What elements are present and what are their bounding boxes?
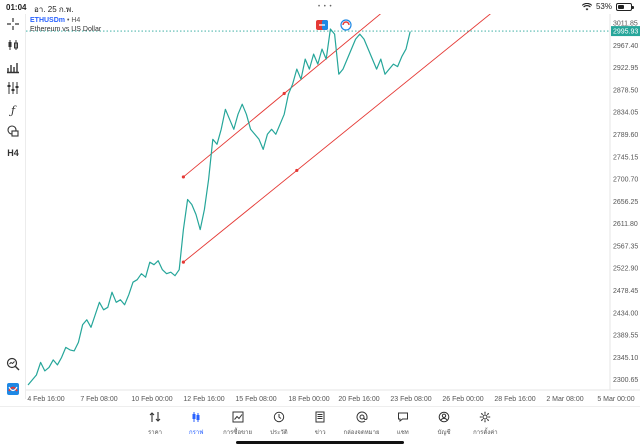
candles-icon[interactable] <box>4 37 22 53</box>
zoom-icon[interactable] <box>4 356 22 372</box>
timeframe-h4[interactable]: H4 <box>7 148 19 158</box>
nav-label: บัญชี <box>437 430 451 436</box>
chart-area[interactable]: 3011.85 2967.40 2922.95 2878.50 2834.05 2789.… <box>26 14 640 406</box>
nav-label: กล่องจดหมาย <box>343 430 380 436</box>
y-tick-label: 2345.10 <box>613 355 638 362</box>
bars-icon[interactable] <box>4 59 22 75</box>
nav-label: ประวัติ <box>270 430 288 436</box>
buy-sell-icon[interactable] <box>316 20 328 30</box>
trade-marker-icon[interactable] <box>340 19 352 31</box>
nav-item-chat[interactable]: แชท <box>383 410 423 437</box>
drawing-toolbar: ƒ H4 <box>0 14 26 399</box>
nav-item-mailbox[interactable]: กล่องจดหมาย <box>342 410 382 437</box>
x-tick-label: 20 Feb 16:00 <box>338 396 379 403</box>
nav-label: การซื้อขาย <box>223 430 253 436</box>
y-tick-label: 2789.60 <box>613 132 638 139</box>
nav-label: การตั้งค่า <box>473 430 498 436</box>
x-tick-label: 2 Mar 08:00 <box>546 396 583 403</box>
status-bar: 01:04 อา. 25 ก.พ. • • • 53% <box>0 0 640 14</box>
y-tick-label: 2567.35 <box>613 243 638 250</box>
nav-item-chart[interactable]: กราฟ <box>176 410 216 437</box>
current-price-badge <box>611 26 640 37</box>
home-indicator[interactable] <box>236 441 404 444</box>
price-series-line <box>27 28 411 386</box>
y-tick-label: 2434.00 <box>613 310 638 317</box>
channel-lower-line <box>183 14 491 263</box>
y-tick-label: 3011.85 <box>613 21 638 28</box>
y-tick-label: 2478.45 <box>613 288 638 295</box>
settings-icon <box>465 410 505 424</box>
history-icon <box>259 410 299 424</box>
x-tick-label: 18 Feb 00:00 <box>288 396 329 403</box>
y-tick-label: 2834.05 <box>613 110 638 117</box>
header-separator: • <box>65 17 72 24</box>
status-time: 01:04 <box>6 3 27 12</box>
current-price-label: 2995.93 <box>613 29 638 36</box>
y-tick-label: 2878.50 <box>613 87 638 94</box>
y-tick-label: 2967.40 <box>613 43 638 50</box>
y-tick-label: 2745.15 <box>613 154 638 161</box>
nav-item-account[interactable]: บัญชี <box>424 410 464 437</box>
chart-icon <box>176 410 216 424</box>
nav-item-quotes[interactable]: ราคา <box>135 410 175 437</box>
x-tick-label: 28 Feb 16:00 <box>494 396 535 403</box>
shapes-icon[interactable] <box>4 123 22 139</box>
symbol-description: Ethereum vs US Dollar <box>30 26 102 33</box>
x-tick-label: 12 Feb 16:00 <box>183 396 224 403</box>
channel-upper-line <box>183 14 382 178</box>
function-icon[interactable]: ƒ <box>10 103 16 117</box>
x-tick-label: 26 Feb 00:00 <box>442 396 483 403</box>
bottom-navigation: ราคา กราฟ การซื้อขาย ประวัติ ข่าว กล่องจดหมาย… <box>0 406 640 447</box>
crosshair-icon[interactable] <box>4 16 22 32</box>
channel-upper-line-anchor <box>181 175 185 179</box>
logo-icon[interactable] <box>4 381 22 397</box>
news-icon <box>300 410 340 424</box>
channel-upper-mid-anchor <box>282 91 286 96</box>
x-tick-label: 10 Feb 00:00 <box>131 396 172 403</box>
nav-item-settings[interactable]: การตั้งค่า <box>465 410 505 437</box>
nav-item-news[interactable]: ข่าว <box>300 410 340 437</box>
channel-lower-line-anchor <box>181 260 185 264</box>
quotes-icon <box>135 410 175 424</box>
chat-icon <box>383 410 423 424</box>
y-tick-label: 2700.70 <box>613 177 638 184</box>
y-tick-label: 2656.25 <box>613 199 638 206</box>
mailbox-icon <box>342 410 382 424</box>
y-tick-label: 2922.95 <box>613 65 638 72</box>
y-tick-label: 2389.55 <box>613 333 638 340</box>
nav-label: ราคา <box>148 430 162 436</box>
nav-label: ข่าว <box>314 430 326 436</box>
battery-icon <box>616 2 634 11</box>
account-icon <box>424 410 464 424</box>
nav-label: กราฟ <box>189 430 204 436</box>
nav-label: แชท <box>396 430 409 436</box>
status-date: อา. 25 ก.พ. <box>34 5 74 14</box>
multitask-dots-icon[interactable]: • • • <box>318 4 333 10</box>
x-tick-label: 7 Feb 08:00 <box>80 396 117 403</box>
battery-percent: 53% <box>595 2 612 11</box>
symbol-name[interactable]: ETHUSDm <box>30 17 66 24</box>
x-tick-label: 23 Feb 08:00 <box>390 396 431 403</box>
y-tick-label: 2522.90 <box>613 266 638 273</box>
channel-lower-mid-anchor <box>295 168 299 173</box>
chart-header: ETHUSDm • H4 Ethereum vs US Dollar <box>30 16 101 34</box>
status-right: 53% <box>581 2 634 11</box>
y-tick-label: 2611.80 <box>613 221 638 228</box>
nav-item-trade[interactable]: การซื้อขาย <box>218 410 258 437</box>
header-timeframe: H4 <box>71 17 81 24</box>
x-tick-label: 15 Feb 08:00 <box>235 396 276 403</box>
x-tick-label: 5 Mar 00:00 <box>597 396 634 403</box>
price-chart[interactable]: 3011.85 2967.40 2922.95 2878.50 2834.05 2789.… <box>26 14 640 406</box>
y-tick-label: 2300.65 <box>613 377 638 384</box>
wifi-icon <box>581 2 592 10</box>
x-tick-label: 4 Feb 16:00 <box>27 396 64 403</box>
trade-icon <box>218 410 258 424</box>
indicators-icon[interactable] <box>4 80 22 96</box>
nav-item-history[interactable]: ประวัติ <box>259 410 299 437</box>
